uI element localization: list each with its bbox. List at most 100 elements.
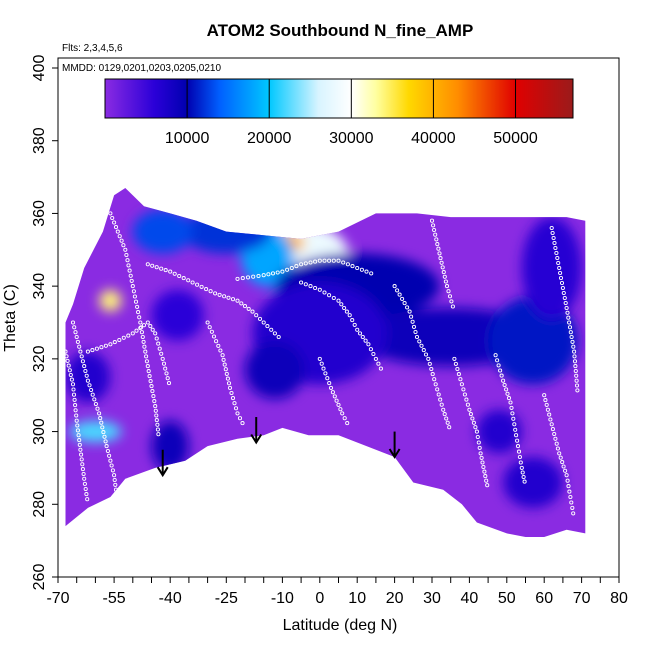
sample-point <box>483 474 488 479</box>
colorbar: 10000 20000 30000 40000 50000 <box>104 78 574 147</box>
sample-point <box>108 211 113 216</box>
sample-point <box>440 265 445 270</box>
sample-point <box>280 269 285 274</box>
sample-point <box>154 418 159 423</box>
sample-point <box>235 298 240 303</box>
sample-point <box>294 264 299 269</box>
sample-point <box>125 258 130 263</box>
sample-point <box>476 440 481 445</box>
sample-point <box>242 304 248 309</box>
sample-point <box>436 392 441 397</box>
sample-point <box>104 444 109 449</box>
sample-point <box>154 265 159 270</box>
sample-point <box>366 342 371 347</box>
heatmap-cell <box>181 209 272 254</box>
sample-point <box>123 247 128 252</box>
sample-point <box>559 280 565 286</box>
heatmap-cell <box>69 420 122 443</box>
sample-point <box>567 489 572 494</box>
sample-point <box>446 289 451 294</box>
sample-point <box>105 448 110 454</box>
sample-point <box>519 465 524 470</box>
sample-point <box>79 354 84 359</box>
sample-point <box>549 225 554 231</box>
sample-point <box>567 320 572 325</box>
sample-point <box>159 351 164 356</box>
sample-point <box>512 422 517 427</box>
sample-point <box>414 334 420 340</box>
sample-point <box>250 309 255 314</box>
down-arrow-icon <box>156 449 169 478</box>
sample-point <box>504 387 509 392</box>
sample-point <box>131 289 136 294</box>
x-axis: -70 -55 -40 -25 -10 0 10 20 30 40 50 60 70 80 <box>46 577 628 607</box>
sample-point <box>80 462 85 467</box>
sample-point <box>332 394 337 399</box>
sample-point <box>411 324 417 329</box>
sample-point <box>330 390 335 395</box>
sample-point <box>553 245 558 251</box>
x-tick-label: 40 <box>461 590 479 607</box>
sample-point <box>341 260 346 265</box>
sample-point <box>150 263 155 268</box>
sample-point <box>450 304 455 309</box>
x-axis-label: Latitude (deg N) <box>283 617 398 634</box>
sample-point <box>269 327 274 332</box>
sample-point <box>317 287 322 292</box>
x-tick-label: -70 <box>46 590 69 607</box>
sample-point <box>338 407 343 412</box>
sample-point <box>558 455 563 460</box>
sample-point <box>484 478 489 483</box>
sample-point <box>357 331 363 336</box>
sample-point <box>74 418 79 423</box>
colorbar-tick-label: 10000 <box>165 130 210 147</box>
sample-point <box>429 218 435 223</box>
sample-point <box>93 401 98 407</box>
sample-point <box>79 457 84 462</box>
sample-point <box>108 342 113 347</box>
y-axis-label: Theta (C) <box>2 284 19 352</box>
sample-point <box>368 347 373 352</box>
sample-point <box>94 346 99 351</box>
sample-point <box>103 439 108 444</box>
sample-point <box>232 401 237 406</box>
sample-point <box>373 356 378 361</box>
sample-point <box>74 413 79 418</box>
sample-point <box>133 299 139 304</box>
sample-point <box>129 278 134 283</box>
sample-point <box>352 322 357 327</box>
sample-point <box>574 378 579 383</box>
x-tick-label: 60 <box>535 590 553 607</box>
dates-note: MMDD: 0129,0201,0203,0205,0210 <box>62 63 221 74</box>
sample-point <box>83 486 88 492</box>
sample-point <box>516 449 522 454</box>
sample-point <box>230 297 236 302</box>
heatmap-cell <box>476 409 522 454</box>
sample-point <box>344 309 349 314</box>
sample-point <box>521 474 526 480</box>
sample-point <box>156 341 161 346</box>
sample-point <box>432 227 437 233</box>
sample-point <box>567 325 573 330</box>
sample-point <box>235 411 240 416</box>
sample-point <box>154 413 159 418</box>
sample-point <box>230 396 236 401</box>
sample-point <box>547 412 552 417</box>
sample-point <box>510 411 515 416</box>
sample-point <box>508 400 513 405</box>
sample-point <box>117 234 122 239</box>
y-tick-label: 400 <box>31 55 48 82</box>
sample-point <box>455 366 460 372</box>
sample-point <box>130 331 135 336</box>
sample-point <box>561 290 566 296</box>
sample-point <box>156 432 161 437</box>
sample-point <box>429 366 434 372</box>
sample-point <box>553 436 558 441</box>
sample-point <box>317 356 322 361</box>
sample-point <box>313 259 318 264</box>
sample-point <box>177 273 182 279</box>
sample-point <box>467 407 472 412</box>
sample-point <box>152 399 157 404</box>
sample-point <box>74 334 79 340</box>
sample-point <box>114 492 119 497</box>
